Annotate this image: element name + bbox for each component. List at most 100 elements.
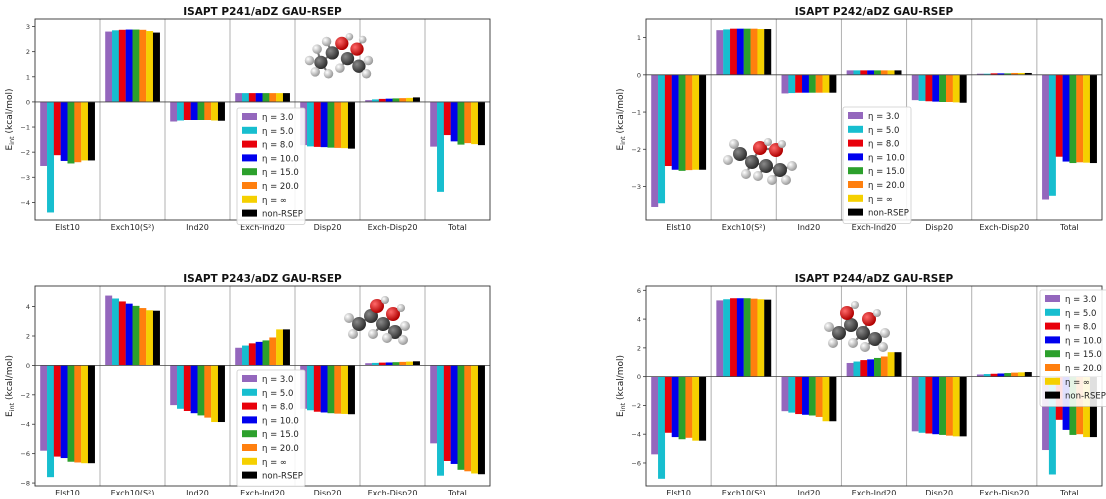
legend-label: η = ∞ xyxy=(868,195,893,205)
legend-label: non-RSEP xyxy=(1065,392,1106,402)
bar-exch-disp20-s2 xyxy=(983,374,991,377)
carbon-atom xyxy=(376,317,390,331)
chart-title: ISAPT P241/aDZ GAU-RSEP xyxy=(183,6,342,18)
bar-exch-ind20-s3 xyxy=(860,70,868,75)
legend-label: η = 10.0 xyxy=(1065,336,1102,346)
bar-exch-disp20-s3 xyxy=(378,98,386,102)
bar-disp20-s5 xyxy=(327,365,335,414)
bar-exch-disp20-s5 xyxy=(392,362,400,366)
legend-label: η = 15.0 xyxy=(262,430,299,440)
bar-exch10-s--s3 xyxy=(730,28,738,75)
bar-exch-ind20-s1 xyxy=(846,70,854,75)
hydrogen-atom xyxy=(873,309,881,317)
y-tick-label: −3 xyxy=(20,174,30,182)
hydrogen-atom xyxy=(753,171,763,181)
bar-exch10-s--s2 xyxy=(723,29,731,75)
bar-exch-disp20-s6 xyxy=(399,98,407,102)
bar-exch-ind20-s4 xyxy=(867,70,875,75)
legend-swatch xyxy=(242,154,257,162)
y-tick-label: 3 xyxy=(26,23,30,31)
legend-swatch xyxy=(242,416,257,424)
bar-exch-disp20-s2 xyxy=(372,362,379,366)
hydrogen-atom xyxy=(382,333,392,343)
carbon-atom xyxy=(759,159,773,173)
x-tick-label: Total xyxy=(1059,223,1079,232)
bar-exch10-s--s3 xyxy=(730,298,738,377)
hydrogen-atom xyxy=(723,155,733,165)
bar-exch10-s--s6 xyxy=(750,298,758,377)
legend-swatch xyxy=(848,112,863,119)
x-tick-label: Elst10 xyxy=(55,489,80,495)
x-tick-label: Ind20 xyxy=(798,489,821,495)
y-tick-label: −2 xyxy=(20,149,30,157)
bar-exch-disp20-s5 xyxy=(1004,73,1012,75)
bar-elst10-s2 xyxy=(658,376,666,479)
legend-swatch xyxy=(242,471,257,479)
bar-total-s4 xyxy=(450,101,458,142)
legend-swatch xyxy=(848,153,863,161)
bar-total-s7 xyxy=(471,101,479,145)
x-tick-label: Disp20 xyxy=(925,489,953,495)
bar-ind20-s1 xyxy=(781,74,789,94)
hydrogen-atom xyxy=(397,304,405,312)
bar-total-s7 xyxy=(1083,376,1091,438)
bar-total-s5 xyxy=(457,101,465,145)
legend-box xyxy=(1039,289,1106,407)
bar-ind20-s3 xyxy=(795,376,803,415)
hydrogen-atom xyxy=(400,321,410,331)
bar-elst10-s1 xyxy=(40,101,48,166)
bar-total-s7 xyxy=(471,365,479,474)
bar-exch10-s--s8 xyxy=(764,29,772,75)
legend: η = 3.0 η = 5.0 η = 8.0 η = 10.0 η = 15.0 η =… xyxy=(236,107,306,225)
oxygen-atom xyxy=(862,312,876,326)
carbon-atom xyxy=(856,326,870,340)
legend-box xyxy=(842,106,912,224)
x-tick-label: Exch-Disp20 xyxy=(368,489,418,495)
legend-swatch xyxy=(848,125,863,133)
bar-exch-ind20-s2 xyxy=(242,93,249,102)
bar-exch-ind20-s7 xyxy=(887,352,895,377)
legend-swatch xyxy=(242,209,257,217)
x-tick-label: Total xyxy=(1059,489,1079,495)
bar-ind20-s2 xyxy=(177,365,184,409)
bar-total-s8 xyxy=(477,365,485,475)
legend-swatch xyxy=(848,139,863,147)
bar-exch-disp20-s6 xyxy=(399,361,407,366)
bar-exch-ind20-s4 xyxy=(867,359,875,377)
bar-elst10-s7 xyxy=(692,74,700,170)
bar-exch-disp20-s6 xyxy=(1011,372,1019,377)
bar-exch-ind20-s8 xyxy=(894,70,902,75)
bar-exch-disp20-s8 xyxy=(412,97,420,102)
bar-elst10-s2 xyxy=(47,101,55,213)
bar-disp20-s3 xyxy=(925,376,933,434)
bar-elst10-s6 xyxy=(74,101,82,163)
bar-disp20-s4 xyxy=(320,365,328,413)
bar-exch-disp20-s4 xyxy=(997,73,1005,75)
bar-exch10-s--s4 xyxy=(736,28,744,75)
hydrogen-atom xyxy=(828,338,838,348)
molecule-image xyxy=(723,138,797,185)
y-axis-label: Eint (kcal/mol) xyxy=(616,355,627,417)
bar-elst10-s8 xyxy=(699,74,707,170)
carbon-atom xyxy=(745,155,759,169)
legend-label: η = 20.0 xyxy=(868,181,905,191)
bar-disp20-s7 xyxy=(952,74,960,103)
bar-disp20-s2 xyxy=(307,365,314,411)
x-tick-label: Exch10(S²) xyxy=(111,489,155,495)
legend-swatch xyxy=(1045,295,1060,302)
carbon-atom xyxy=(352,59,366,73)
bar-exch10-s--s4 xyxy=(736,298,744,377)
hydrogen-atom xyxy=(335,63,345,73)
bar-exch-ind20-s7 xyxy=(276,93,284,102)
bar-ind20-s7 xyxy=(211,101,219,121)
hydrogen-atom xyxy=(321,36,332,47)
hydrogen-atom xyxy=(824,322,834,332)
hydrogen-atom xyxy=(851,301,859,309)
oxygen-atom xyxy=(350,42,364,56)
bar-elst10-s1 xyxy=(651,376,659,455)
legend-swatch xyxy=(242,444,257,451)
bar-exch-disp20-s8 xyxy=(412,361,420,366)
legend-swatch xyxy=(1045,364,1060,371)
bar-exch10-s--s7 xyxy=(146,310,154,366)
y-tick-label: −3 xyxy=(631,183,641,191)
